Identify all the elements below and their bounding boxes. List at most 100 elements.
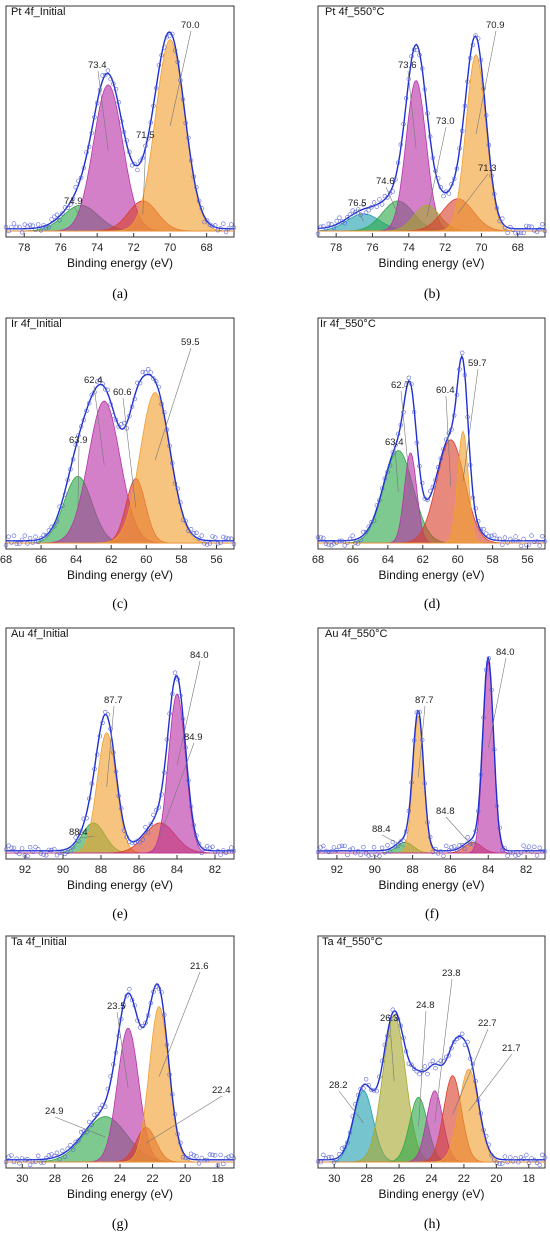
- data-point: [154, 807, 159, 813]
- data-point: [3, 847, 9, 852]
- data-point: [199, 206, 205, 211]
- data-point: [207, 222, 213, 227]
- data-point: [46, 225, 52, 230]
- data-point: [452, 1039, 457, 1045]
- peak-leader-line: [426, 126, 447, 217]
- data-point: [481, 526, 486, 532]
- peak-label: 63.9: [69, 435, 88, 446]
- data-point: [337, 538, 342, 544]
- data-point: [494, 536, 500, 541]
- data-point: [100, 381, 105, 386]
- data-point: [489, 1153, 494, 1158]
- data-point: [105, 387, 111, 393]
- data-point: [369, 205, 374, 210]
- data-point: [33, 227, 38, 232]
- data-point: [524, 542, 529, 548]
- data-point: [521, 843, 526, 848]
- data-point: [446, 848, 452, 853]
- data-point: [162, 410, 167, 415]
- peak-leader-line: [73, 206, 82, 217]
- data-point: [403, 1049, 409, 1054]
- peak-leader-line: [142, 140, 147, 215]
- data-point: [191, 174, 197, 179]
- data-point: [390, 189, 395, 194]
- plot-frame: [5, 627, 235, 860]
- data-point: [183, 745, 188, 750]
- data-point: [433, 477, 438, 483]
- data-point: [476, 518, 481, 524]
- x-axis-label: Binding energy (eV): [378, 1187, 484, 1201]
- data-point: [213, 223, 218, 228]
- data-point: [132, 161, 138, 167]
- x-tick-label: 76: [55, 242, 67, 254]
- x-tick-label: 58: [486, 554, 498, 566]
- data-point: [49, 847, 54, 853]
- data-point: [513, 853, 518, 858]
- data-point: [350, 1114, 355, 1119]
- peak-label: 70.0: [181, 20, 200, 31]
- data-point: [446, 1053, 452, 1058]
- data-point: [38, 851, 44, 856]
- data-point: [337, 844, 342, 849]
- peak-leader-line: [389, 1023, 395, 1082]
- data-point: [199, 850, 205, 856]
- data-point: [377, 197, 382, 202]
- data-point: [401, 410, 406, 415]
- data-point: [81, 816, 87, 821]
- data-point: [194, 530, 199, 535]
- data-point: [428, 1062, 433, 1067]
- data-point: [62, 1154, 68, 1159]
- data-point: [452, 413, 457, 418]
- data-point: [33, 534, 38, 539]
- data-point: [60, 850, 65, 855]
- peak-leader-line: [445, 395, 452, 487]
- data-point: [100, 720, 105, 725]
- x-tick-label: 78: [18, 242, 30, 254]
- data-point: [213, 850, 218, 855]
- data-point: [191, 1153, 197, 1158]
- data-point: [510, 850, 516, 855]
- x-tick-label: 18: [523, 1173, 535, 1185]
- data-point: [390, 839, 395, 845]
- data-point: [92, 115, 97, 120]
- data-point: [366, 1082, 371, 1088]
- panel-sublabel-e: (e): [112, 907, 128, 922]
- x-tick-label: 60: [140, 554, 152, 566]
- data-point: [492, 532, 497, 538]
- data-point: [19, 537, 25, 543]
- data-point: [363, 529, 369, 535]
- data-point: [494, 803, 500, 809]
- data-point: [382, 850, 387, 855]
- data-point: [318, 535, 323, 540]
- data-point: [486, 142, 492, 148]
- data-point: [202, 541, 207, 546]
- data-point: [411, 738, 417, 743]
- data-point: [162, 770, 167, 775]
- data-point: [363, 851, 369, 856]
- x-tick-label: 70: [164, 242, 176, 254]
- data-point: [361, 1086, 366, 1091]
- data-point: [146, 136, 151, 141]
- data-point: [524, 1152, 529, 1158]
- data-point: [510, 538, 516, 544]
- data-point: [9, 1153, 14, 1158]
- data-point: [457, 146, 462, 151]
- data-point: [518, 850, 524, 855]
- data-point: [353, 1102, 358, 1107]
- data-point: [132, 1003, 138, 1008]
- data-point: [436, 176, 441, 181]
- x-tick-label: 92: [331, 864, 343, 876]
- data-point: [17, 224, 22, 230]
- x-tick-label: 20: [179, 1173, 191, 1185]
- data-point: [89, 392, 95, 397]
- data-point: [395, 160, 401, 166]
- panel-title-f: Au 4f_550°C: [325, 628, 388, 640]
- data-point: [6, 1154, 11, 1159]
- data-point: [116, 99, 121, 105]
- data-point: [102, 709, 108, 715]
- data-point: [151, 812, 156, 818]
- data-point: [329, 849, 334, 854]
- component-peak-1: [6, 732, 234, 854]
- data-point: [411, 1066, 417, 1072]
- data-point: [513, 1155, 518, 1161]
